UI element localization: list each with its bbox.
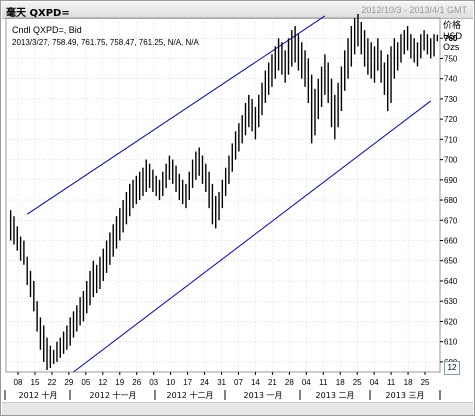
scroll-label: 12 — [447, 363, 457, 372]
x-tick-label: 10 — [166, 378, 175, 387]
x-tick-label: 28 — [285, 378, 294, 387]
x-tick-label: 25 — [421, 378, 430, 387]
y-tick-label: 610 — [444, 338, 458, 347]
x-tick-label: 29 — [64, 378, 73, 387]
y-tick-label: 620 — [444, 317, 458, 326]
x-tick-label: 18 — [336, 378, 345, 387]
x-tick-label: 07 — [234, 378, 243, 387]
x-tick-label: 11 — [387, 378, 396, 387]
x-tick-label: 14 — [251, 378, 260, 387]
x-month-label: 2012 十二月 — [167, 390, 214, 400]
y-tick-label: 630 — [444, 297, 458, 306]
x-month-label: 2013 二月 — [316, 391, 355, 400]
x-tick-label: 18 — [404, 378, 413, 387]
axis-unit-label: 价格 USD Ozs — [443, 21, 462, 54]
y-tick-label: 710 — [444, 135, 458, 144]
x-month-label: 2012 十一月 — [90, 390, 137, 400]
y-tick-label: 650 — [444, 257, 458, 266]
y-tick-label: 660 — [444, 237, 458, 246]
x-tick-label: 15 — [31, 378, 40, 387]
x-tick-label: 17 — [183, 378, 192, 387]
plot-area-border — [5, 17, 441, 373]
unit-line-currency: USD — [443, 32, 463, 42]
lower-trend-line — [73, 100, 432, 373]
window-title: 毫天 QXPD= — [6, 8, 70, 19]
x-month-label: 2013 三月 — [386, 391, 425, 400]
y-tick-label: 640 — [444, 277, 458, 286]
x-tick-label: 04 — [370, 378, 379, 387]
ohlc-info: 2013/3/27, 758.49, 761.75, 758.47, 761.2… — [12, 38, 199, 47]
x-tick-label: 12 — [98, 378, 107, 387]
unit-line-weight: Ozs — [443, 43, 460, 53]
x-tick-label: 08 — [14, 378, 23, 387]
unit-line-price: 价格 — [443, 21, 462, 31]
x-tick-label: 26 — [132, 378, 141, 387]
y-tick-label: 680 — [444, 196, 458, 205]
x-tick-label: 19 — [115, 378, 124, 387]
y-tick-label: 730 — [444, 95, 458, 104]
y-tick-label: 740 — [444, 75, 458, 84]
y-tick-label: 750 — [444, 54, 458, 63]
y-tick-label: 720 — [444, 115, 458, 124]
x-tick-label: 22 — [47, 378, 56, 387]
date-range-label: 2012/10/3 - 2013/4/1 GMT — [361, 5, 467, 15]
y-tick-label: 700 — [444, 156, 458, 165]
x-tick-label: 04 — [302, 378, 311, 387]
x-tick-label: 11 — [319, 378, 328, 387]
y-tick-label: 670 — [444, 216, 458, 225]
instrument-info: Cndl QXPD=, Bid — [12, 25, 82, 35]
x-tick-label: 21 — [268, 378, 277, 387]
y-tick-label: 690 — [444, 176, 458, 185]
current-price-label: 760 — [444, 34, 458, 43]
x-tick-label: 25 — [353, 378, 362, 387]
x-tick-label: 31 — [217, 378, 226, 387]
x-tick-label: 24 — [200, 378, 209, 387]
x-month-label: 2012 十月 — [19, 390, 58, 400]
x-month-label: 2013 一月 — [244, 391, 283, 400]
scroll-right-button[interactable]: 12 — [444, 361, 460, 375]
x-tick-label: 03 — [149, 378, 158, 387]
y-tick-label: 760 — [444, 34, 458, 43]
bottom-strip — [2, 402, 473, 415]
x-tick-label: 05 — [81, 378, 90, 387]
